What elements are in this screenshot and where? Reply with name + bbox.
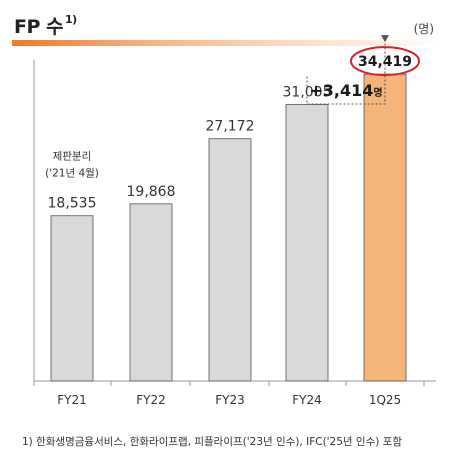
chart-title: FP 수 1): [14, 12, 77, 39]
data-label-fy22: 19,868: [127, 184, 176, 200]
delta-arrowhead: [381, 35, 389, 43]
delta-label: +3,414명: [309, 81, 382, 100]
fy21-note-line2: ('21년 4월): [45, 168, 99, 180]
x-tick-label-1q25: 1Q25: [369, 393, 401, 407]
delta-unit: 명: [373, 86, 382, 99]
data-label-fy23: 27,172: [206, 119, 255, 135]
x-tick-label-fy24: FY24: [292, 393, 322, 407]
bar-chart: FY2118,535FY2219,868FY2327,172FY2431,005…: [33, 35, 436, 407]
chart-title-text: FP 수: [14, 16, 64, 38]
bar-fy22: [129, 203, 173, 382]
title-footnote-marker: 1): [65, 12, 77, 26]
x-tick-label-fy22: FY22: [136, 393, 166, 407]
bar-fy24: [285, 104, 329, 382]
fy21-note-line1: 제판분리: [53, 151, 92, 163]
bar-1q25: [363, 73, 407, 382]
data-label-fy21: 18,535: [48, 196, 97, 212]
delta-value: +3,414: [309, 81, 373, 100]
data-label-1q25: 34,419: [358, 54, 412, 70]
bar-fy21: [50, 215, 94, 382]
x-tick-label-fy21: FY21: [57, 393, 87, 407]
bar-fy23: [208, 138, 252, 382]
x-tick-label-fy23: FY23: [215, 393, 245, 407]
delta-bracket: [306, 40, 386, 105]
unit-label: (명): [413, 22, 434, 36]
highlight-circle: [350, 46, 420, 77]
footnote: 1) 한화생명금융서비스, 한화라이프랩, 피플라이프('23년 인수), IF…: [22, 436, 402, 448]
title-divider: [12, 40, 442, 46]
